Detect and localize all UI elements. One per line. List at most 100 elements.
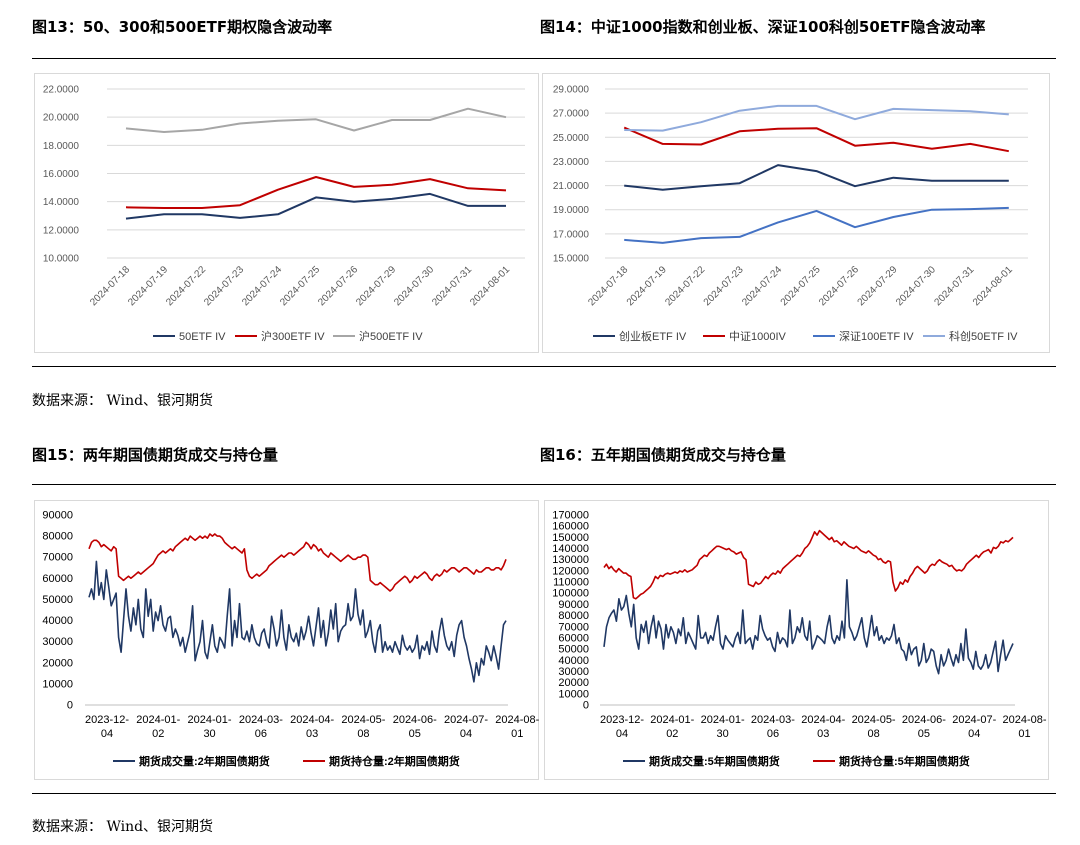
x-tick-label: 2024-08-01 [468,264,512,308]
y-tick-label: 12.0000 [43,225,80,236]
y-tick-label: 170000 [552,510,589,522]
x-tick-label: 2024-05- [852,714,896,726]
x-tick-label: 2024-05- [341,714,385,726]
x-tick-label: 04 [460,728,472,740]
y-tick-label: 19.0000 [553,205,590,216]
y-tick-label: 90000 [558,599,589,611]
y-tick-label: 20.0000 [43,113,80,124]
x-tick-label: 2024-07-26 [817,264,861,308]
x-tick-label: 2024-06- [393,714,437,726]
legend-label: 创业板ETF IV [619,329,687,343]
x-tick-label: 02 [666,728,678,740]
x-tick-label: 2024-01- [650,714,694,726]
y-tick-label: 29.0000 [553,85,590,96]
y-tick-label: 30000 [42,636,73,648]
y-tick-label: 25.0000 [553,133,590,144]
y-tick-label: 70000 [558,621,589,633]
y-tick-label: 50000 [558,644,589,656]
x-tick-label: 2024-07-29 [354,264,398,308]
x-tick-label: 2024-08- [1003,714,1047,726]
legend-label: 深证100ETF IV [839,330,914,343]
x-tick-label: 2024-07-24 [240,264,284,308]
x-tick-label: 2024-07-19 [625,264,669,308]
x-tick-label: 30 [717,728,729,740]
x-tick-label: 30 [203,728,215,740]
series-line [603,579,1014,675]
x-tick-label: 2024-07-29 [856,264,900,308]
y-tick-label: 40000 [42,615,73,627]
y-tick-label: 14.0000 [43,197,80,208]
source-note-bottom: 数据来源： Wind、银河期货 [32,819,214,835]
x-tick-label: 2024-03- [751,714,795,726]
x-tick-label: 2024-07-18 [586,264,630,308]
series-line [125,176,507,209]
x-tick-label: 05 [409,728,421,740]
x-tick-label: 04 [616,728,628,740]
x-tick-label: 2024-01- [701,714,745,726]
x-tick-label: 2024-07-19 [126,264,170,308]
x-tick-label: 06 [255,728,267,740]
legend-label: 50ETF IV [179,331,226,343]
series-line [624,206,1009,244]
y-tick-label: 0 [67,700,73,712]
legend-label: 期货成交量:5年期国债期货 [649,754,780,768]
y-tick-label: 140000 [552,543,589,555]
x-tick-label: 2024-07-18 [88,264,132,308]
figure-16-title: 图16：五年期国债期货成交与持仓量 [540,446,786,464]
y-tick-label: 50000 [42,594,73,606]
legend-label: 期货持仓量:2年期国债期货 [329,754,460,768]
x-tick-label: 03 [817,728,829,740]
y-tick-label: 160000 [552,521,589,533]
legend-label: 中证1000IV [729,330,787,343]
x-tick-label: 04 [101,728,113,740]
figure-15-title: 图15：两年期国债期货成交与持仓量 [32,446,278,464]
chart-f16: 0100002000030000400005000060000700008000… [552,510,1047,769]
x-tick-label: 2024-07- [952,714,996,726]
series-line [125,192,506,220]
x-tick-label: 2024-07-25 [779,264,823,308]
bottom-rule [32,793,1056,794]
x-tick-label: 2024-07-31 [430,264,474,308]
chart-f16-box: 0 10000 20000 30000 40000 50000 60000 70000 8000… [544,500,1049,780]
y-tick-label: 10000 [558,688,589,700]
top-rule [32,58,1056,59]
x-tick-label: 2024-06- [902,714,946,726]
y-tick-label: 17.0000 [553,229,590,240]
x-tick-label: 2024-07-23 [202,264,246,308]
x-tick-label: 2024-04- [290,714,334,726]
x-tick-label: 2024-07-30 [894,264,938,308]
y-tick-label: 120000 [552,565,589,577]
x-tick-label: 04 [968,728,980,740]
y-tick-label: 130000 [552,554,589,566]
x-tick-label: 2024-07-23 [702,264,746,308]
x-tick-label: 2023-12- [85,714,129,726]
y-tick-label: 18.0000 [43,141,80,152]
series-line [88,560,507,683]
x-tick-label: 06 [767,728,779,740]
x-tick-label: 08 [867,728,879,740]
y-tick-label: 21.0000 [553,181,590,192]
x-tick-label: 01 [1018,728,1030,740]
x-tick-label: 2024-07-22 [164,264,208,308]
figure-14-title: 图14：中证1000指数和创业板、深证100科创50ETF隐含波动率 [540,18,986,36]
x-tick-label: 2024-07-24 [740,264,784,308]
legend-label: 期货成交量:2年期国债期货 [139,754,270,768]
y-tick-label: 60000 [42,573,73,585]
middle-rule-2 [32,484,1056,485]
y-tick-label: 22.0000 [43,85,80,96]
legend-label: 沪500ETF IV [359,329,423,343]
y-tick-label: 15.0000 [553,254,590,265]
y-tick-label: 20000 [558,677,589,689]
x-tick-label: 2024-07-22 [663,264,707,308]
series-line [623,126,1009,153]
x-tick-label: 2023-12- [600,714,644,726]
chart-f15: 0 10000 20000 30000 40000 50000 60000 70000 8000… [42,510,539,769]
series-line [624,104,1009,132]
x-tick-label: 01 [511,728,523,740]
middle-rule-1 [32,366,1056,367]
x-tick-label: 2024-04- [801,714,845,726]
y-tick-label: 23.0000 [553,157,590,168]
y-tick-label: 40000 [558,655,589,667]
series-line [88,533,507,592]
legend-label: 科创50ETF IV [949,329,1018,343]
